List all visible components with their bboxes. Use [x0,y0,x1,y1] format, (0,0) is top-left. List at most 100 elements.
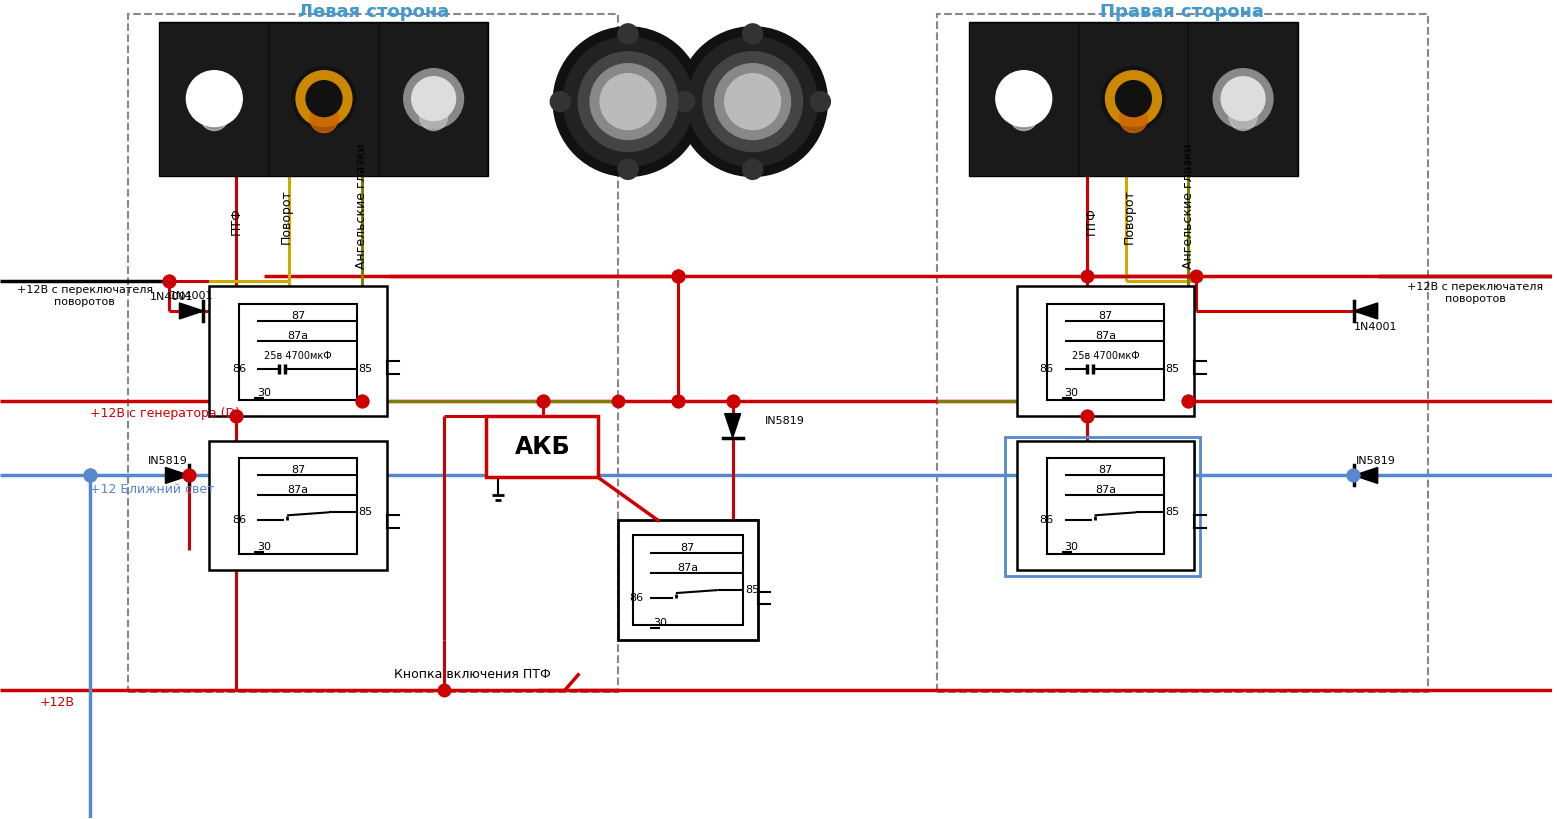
Circle shape [564,37,693,166]
Bar [618,520,758,640]
Text: 30: 30 [1065,387,1079,398]
Text: ПТФ: ПТФ [1085,207,1098,235]
Text: 1N4001: 1N4001 [170,291,213,301]
Text: 87a: 87a [288,486,308,495]
Circle shape [187,70,243,127]
Circle shape [688,37,817,166]
Bar [1046,459,1165,554]
Polygon shape [179,303,204,319]
Bar [159,22,489,176]
Text: 86: 86 [629,593,643,603]
Bar [486,415,598,477]
Circle shape [1213,69,1274,129]
Circle shape [715,64,791,139]
Circle shape [1105,70,1162,127]
Text: 85: 85 [1165,507,1180,518]
Text: 30: 30 [257,387,271,398]
Text: 86: 86 [232,364,246,373]
Polygon shape [1353,468,1378,483]
Circle shape [1228,102,1256,130]
Bar [937,14,1428,692]
Bar [970,24,1077,176]
Text: IN5819: IN5819 [148,456,187,467]
Circle shape [743,24,763,43]
Text: Левая сторона: Левая сторона [299,3,450,21]
Text: 87: 87 [291,311,305,321]
Text: 1N4001: 1N4001 [1355,322,1398,332]
Text: 85: 85 [358,364,372,373]
Text: Поворот: Поворот [280,189,293,244]
Text: Поворот: Поворот [1123,189,1137,244]
Text: 87: 87 [291,465,305,476]
Text: 86: 86 [232,515,246,525]
Bar [634,536,743,625]
Bar [240,459,357,554]
Text: 87: 87 [680,543,694,553]
Circle shape [420,102,447,130]
Circle shape [685,92,705,111]
Circle shape [677,27,827,176]
Text: 87: 87 [1098,465,1113,476]
Text: 87a: 87a [1095,331,1116,341]
Text: IN5819: IN5819 [1356,456,1395,467]
Circle shape [201,102,229,130]
Circle shape [674,92,694,111]
Circle shape [996,70,1051,127]
Text: +12 Ближний свет: +12 Ближний свет [90,483,215,495]
Bar [128,14,618,692]
Circle shape [599,74,655,129]
Circle shape [550,92,570,111]
Circle shape [590,64,666,139]
Circle shape [702,52,802,152]
Circle shape [578,52,677,152]
Text: 30: 30 [1065,542,1079,552]
Circle shape [307,81,343,116]
Circle shape [811,92,830,111]
Polygon shape [1353,303,1378,319]
Text: 85: 85 [746,585,760,595]
Text: 25в 4700мкФ: 25в 4700мкФ [265,351,332,361]
Circle shape [293,66,357,130]
Bar [209,286,386,415]
Circle shape [1010,102,1037,130]
Text: Правая сторона: Правая сторона [1101,3,1264,21]
Text: 87a: 87a [288,331,308,341]
Text: 86: 86 [1040,515,1054,525]
Text: Ангельские глазки: Ангельские глазки [355,143,369,269]
Bar [271,24,378,176]
Text: 85: 85 [358,507,372,518]
Text: АКБ: АКБ [514,435,570,459]
Text: IN5819: IN5819 [764,415,805,426]
Polygon shape [165,468,190,483]
Bar [380,24,487,176]
Circle shape [403,69,464,129]
Bar [1017,441,1194,570]
Text: Ангельские глазки: Ангельские глазки [1182,143,1194,269]
Bar [160,24,268,176]
Text: 25в 4700мкФ: 25в 4700мкФ [1071,351,1140,361]
Text: ПТФ: ПТФ [230,207,243,235]
Text: 87a: 87a [677,563,699,573]
Circle shape [724,74,780,129]
Bar [1017,286,1194,415]
Circle shape [743,160,763,179]
Text: +12В с переключателя
поворотов: +12В с переключателя поворотов [17,285,153,307]
Circle shape [411,77,456,120]
Polygon shape [724,414,741,437]
Circle shape [1115,81,1151,116]
Text: 1N4001: 1N4001 [149,292,193,302]
Bar [1079,24,1188,176]
Text: +12В с генератора (D): +12В с генератора (D) [90,407,240,420]
Bar [1004,437,1200,576]
Text: 30: 30 [257,542,271,552]
Text: Кнопка включения ПТФ: Кнопка включения ПТФ [394,668,551,681]
Bar [1190,24,1297,176]
Text: 30: 30 [652,618,666,628]
Text: +12В с переключателя
поворотов: +12В с переключателя поворотов [1408,283,1543,304]
Text: 86: 86 [1040,364,1054,373]
Circle shape [618,160,638,179]
Text: 85: 85 [1165,364,1180,373]
Bar [1046,304,1165,400]
Bar [968,22,1299,176]
Text: 87a: 87a [1095,486,1116,495]
